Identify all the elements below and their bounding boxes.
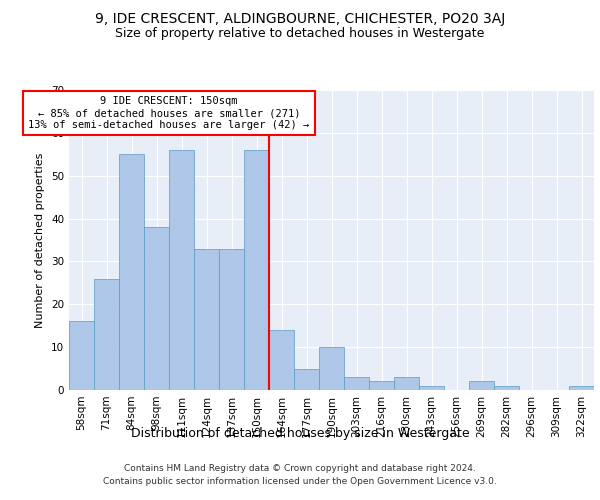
Bar bbox=[294, 368, 319, 390]
Bar bbox=[319, 347, 344, 390]
Y-axis label: Number of detached properties: Number of detached properties bbox=[35, 152, 46, 328]
Bar bbox=[144, 227, 169, 390]
Bar bbox=[469, 382, 494, 390]
Bar bbox=[69, 322, 94, 390]
Bar bbox=[119, 154, 144, 390]
Text: 9, IDE CRESCENT, ALDINGBOURNE, CHICHESTER, PO20 3AJ: 9, IDE CRESCENT, ALDINGBOURNE, CHICHESTE… bbox=[95, 12, 505, 26]
Text: Distribution of detached houses by size in Westergate: Distribution of detached houses by size … bbox=[131, 428, 469, 440]
Bar bbox=[194, 248, 219, 390]
Bar bbox=[344, 377, 369, 390]
Text: Contains public sector information licensed under the Open Government Licence v3: Contains public sector information licen… bbox=[103, 478, 497, 486]
Bar bbox=[219, 248, 244, 390]
Bar bbox=[169, 150, 194, 390]
Text: Contains HM Land Registry data © Crown copyright and database right 2024.: Contains HM Land Registry data © Crown c… bbox=[124, 464, 476, 473]
Bar bbox=[94, 278, 119, 390]
Bar bbox=[369, 382, 394, 390]
Bar bbox=[269, 330, 294, 390]
Bar bbox=[394, 377, 419, 390]
Bar bbox=[569, 386, 594, 390]
Bar bbox=[244, 150, 269, 390]
Text: Size of property relative to detached houses in Westergate: Size of property relative to detached ho… bbox=[115, 28, 485, 40]
Bar bbox=[494, 386, 519, 390]
Text: 9 IDE CRESCENT: 150sqm
← 85% of detached houses are smaller (271)
13% of semi-de: 9 IDE CRESCENT: 150sqm ← 85% of detached… bbox=[28, 96, 310, 130]
Bar bbox=[419, 386, 444, 390]
